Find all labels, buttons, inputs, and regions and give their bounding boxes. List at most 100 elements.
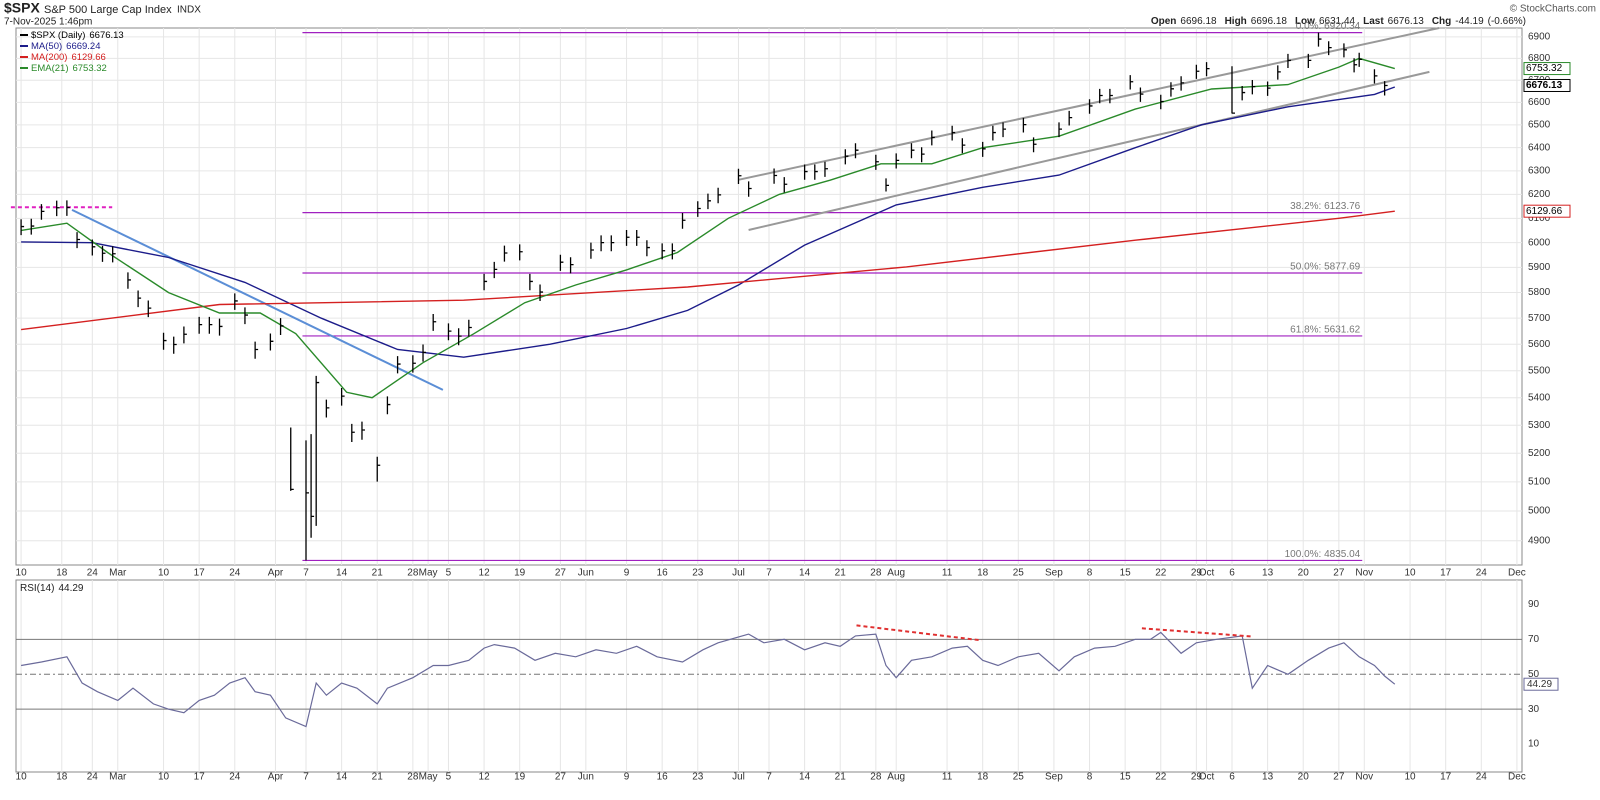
price-bar (681, 213, 686, 229)
rsi-line (20, 631, 1396, 728)
quote-label: High (1225, 16, 1247, 27)
price-bar (875, 154, 879, 170)
price-bar (1358, 52, 1363, 67)
price-bar (931, 130, 935, 146)
x-tick-label: 13 (1262, 772, 1274, 783)
x-tick-label: 28 (870, 772, 882, 783)
price-bar (737, 168, 742, 184)
y-tick-label: 5600 (1528, 339, 1551, 350)
price-bar (773, 168, 778, 184)
y-tick-label: 70 (1528, 634, 1540, 645)
y-tick-label: 6500 (1528, 119, 1551, 130)
x-tick-label: May (419, 772, 438, 783)
price-bar (885, 178, 890, 192)
y-tick-label: 6000 (1528, 237, 1551, 248)
rsi-value: 44.29 (58, 583, 83, 594)
price-bar (137, 290, 142, 308)
price-bar (279, 318, 284, 336)
x-tick-label: 18 (977, 772, 989, 783)
fib-label: 50.0%: 5877.69 (1290, 262, 1360, 273)
price-bar (254, 341, 259, 359)
date: 7-Nov-2025 1:46pm (4, 17, 92, 28)
x-tick-label: 19 (514, 568, 526, 579)
value-tag (1523, 677, 1559, 691)
quote-value: 6696.18 (1180, 16, 1217, 27)
x-tick-label: 14 (336, 772, 348, 783)
x-tick-label: 27 (555, 568, 567, 579)
x-tick-label: 9 (624, 772, 630, 783)
y-tick-label: 90 (1528, 599, 1540, 610)
y-tick-label: 5300 (1528, 420, 1551, 431)
quote: Open 6696.18 High 6696.18 Low 6631.44 Last 6676… (1151, 16, 1526, 27)
price-bar (783, 177, 788, 193)
x-tick-label: 5 (446, 772, 452, 783)
x-tick-label: 14 (799, 568, 811, 579)
x-tick-label: 29 (1191, 772, 1203, 783)
fib-label: 0.0%: 6920.34 (1296, 21, 1361, 32)
price-bar (1251, 80, 1256, 95)
trend-line (748, 70, 1430, 231)
price-bar (1160, 94, 1164, 110)
price-bar (20, 219, 25, 236)
x-tick-label: 15 (1120, 772, 1132, 783)
price-bar (422, 344, 427, 362)
x-tick-label: 24 (1476, 772, 1488, 783)
legend-value: 6753.32 (72, 63, 106, 74)
y-tick-label: 6300 (1528, 165, 1551, 176)
price-bar (483, 273, 488, 291)
x-tick-label: 7 (303, 772, 309, 783)
y-tick-label: 5500 (1528, 365, 1551, 376)
value-tag-label: 6129.66 (1526, 206, 1563, 217)
price-bar (529, 273, 533, 291)
price-bar (310, 434, 315, 538)
price-bar (1022, 117, 1027, 133)
price-bar (1241, 85, 1246, 101)
trend-line (71, 209, 444, 391)
price-bar (1058, 122, 1063, 138)
price-bar (1170, 82, 1174, 97)
x-tick-label: 28 (870, 568, 882, 579)
x-tick-label: 17 (194, 568, 206, 579)
price-bar (447, 323, 452, 341)
x-tick-label: 10 (158, 772, 170, 783)
x-tick-label: Oct (1199, 772, 1215, 783)
price-bar (1088, 99, 1093, 114)
quote-label: Open (1151, 16, 1177, 27)
x-tick-label: 20 (1298, 568, 1310, 579)
price-bar (315, 375, 320, 526)
price-bar (162, 332, 167, 350)
price-bar (1328, 41, 1332, 56)
fib-label: 38.2%: 6123.76 (1290, 201, 1360, 212)
y-tick-label: 5400 (1528, 392, 1551, 403)
price-bar (351, 423, 355, 443)
x-tick-label: 27 (1333, 772, 1345, 783)
x-tick-label: 27 (1333, 568, 1345, 579)
x-tick-label: 24 (229, 772, 241, 783)
price-bar (610, 235, 615, 252)
x-tick-label: 11 (942, 568, 953, 579)
price-bar (920, 147, 925, 163)
price-bar (646, 240, 650, 257)
price-bar (717, 187, 722, 204)
quote-value: 6631.44 (1319, 16, 1356, 27)
x-tick-label: 5 (446, 568, 452, 579)
price-bar (1068, 110, 1073, 126)
x-tick-label: Dec (1508, 568, 1526, 579)
price-bar (361, 421, 365, 440)
quote-pct: (-0.66%) (1488, 16, 1526, 27)
y-tick-label: 6100 (1528, 213, 1551, 224)
x-tick-label: 10 (16, 568, 28, 579)
x-tick-label: 25 (1013, 568, 1025, 579)
legend-value: 6676.13 (89, 30, 123, 41)
x-tick-label: 14 (799, 772, 811, 783)
x-tick-label: Nov (1355, 772, 1373, 783)
x-tick-label: Jul (732, 772, 745, 783)
price-bar (697, 201, 701, 217)
x-tick-label: 17 (1440, 568, 1452, 579)
y-tick-label: 5100 (1528, 477, 1551, 488)
x-tick-label: 18 (56, 772, 68, 783)
price-bar (636, 229, 640, 246)
value-tag (1523, 62, 1571, 76)
price-bar (1129, 75, 1134, 90)
